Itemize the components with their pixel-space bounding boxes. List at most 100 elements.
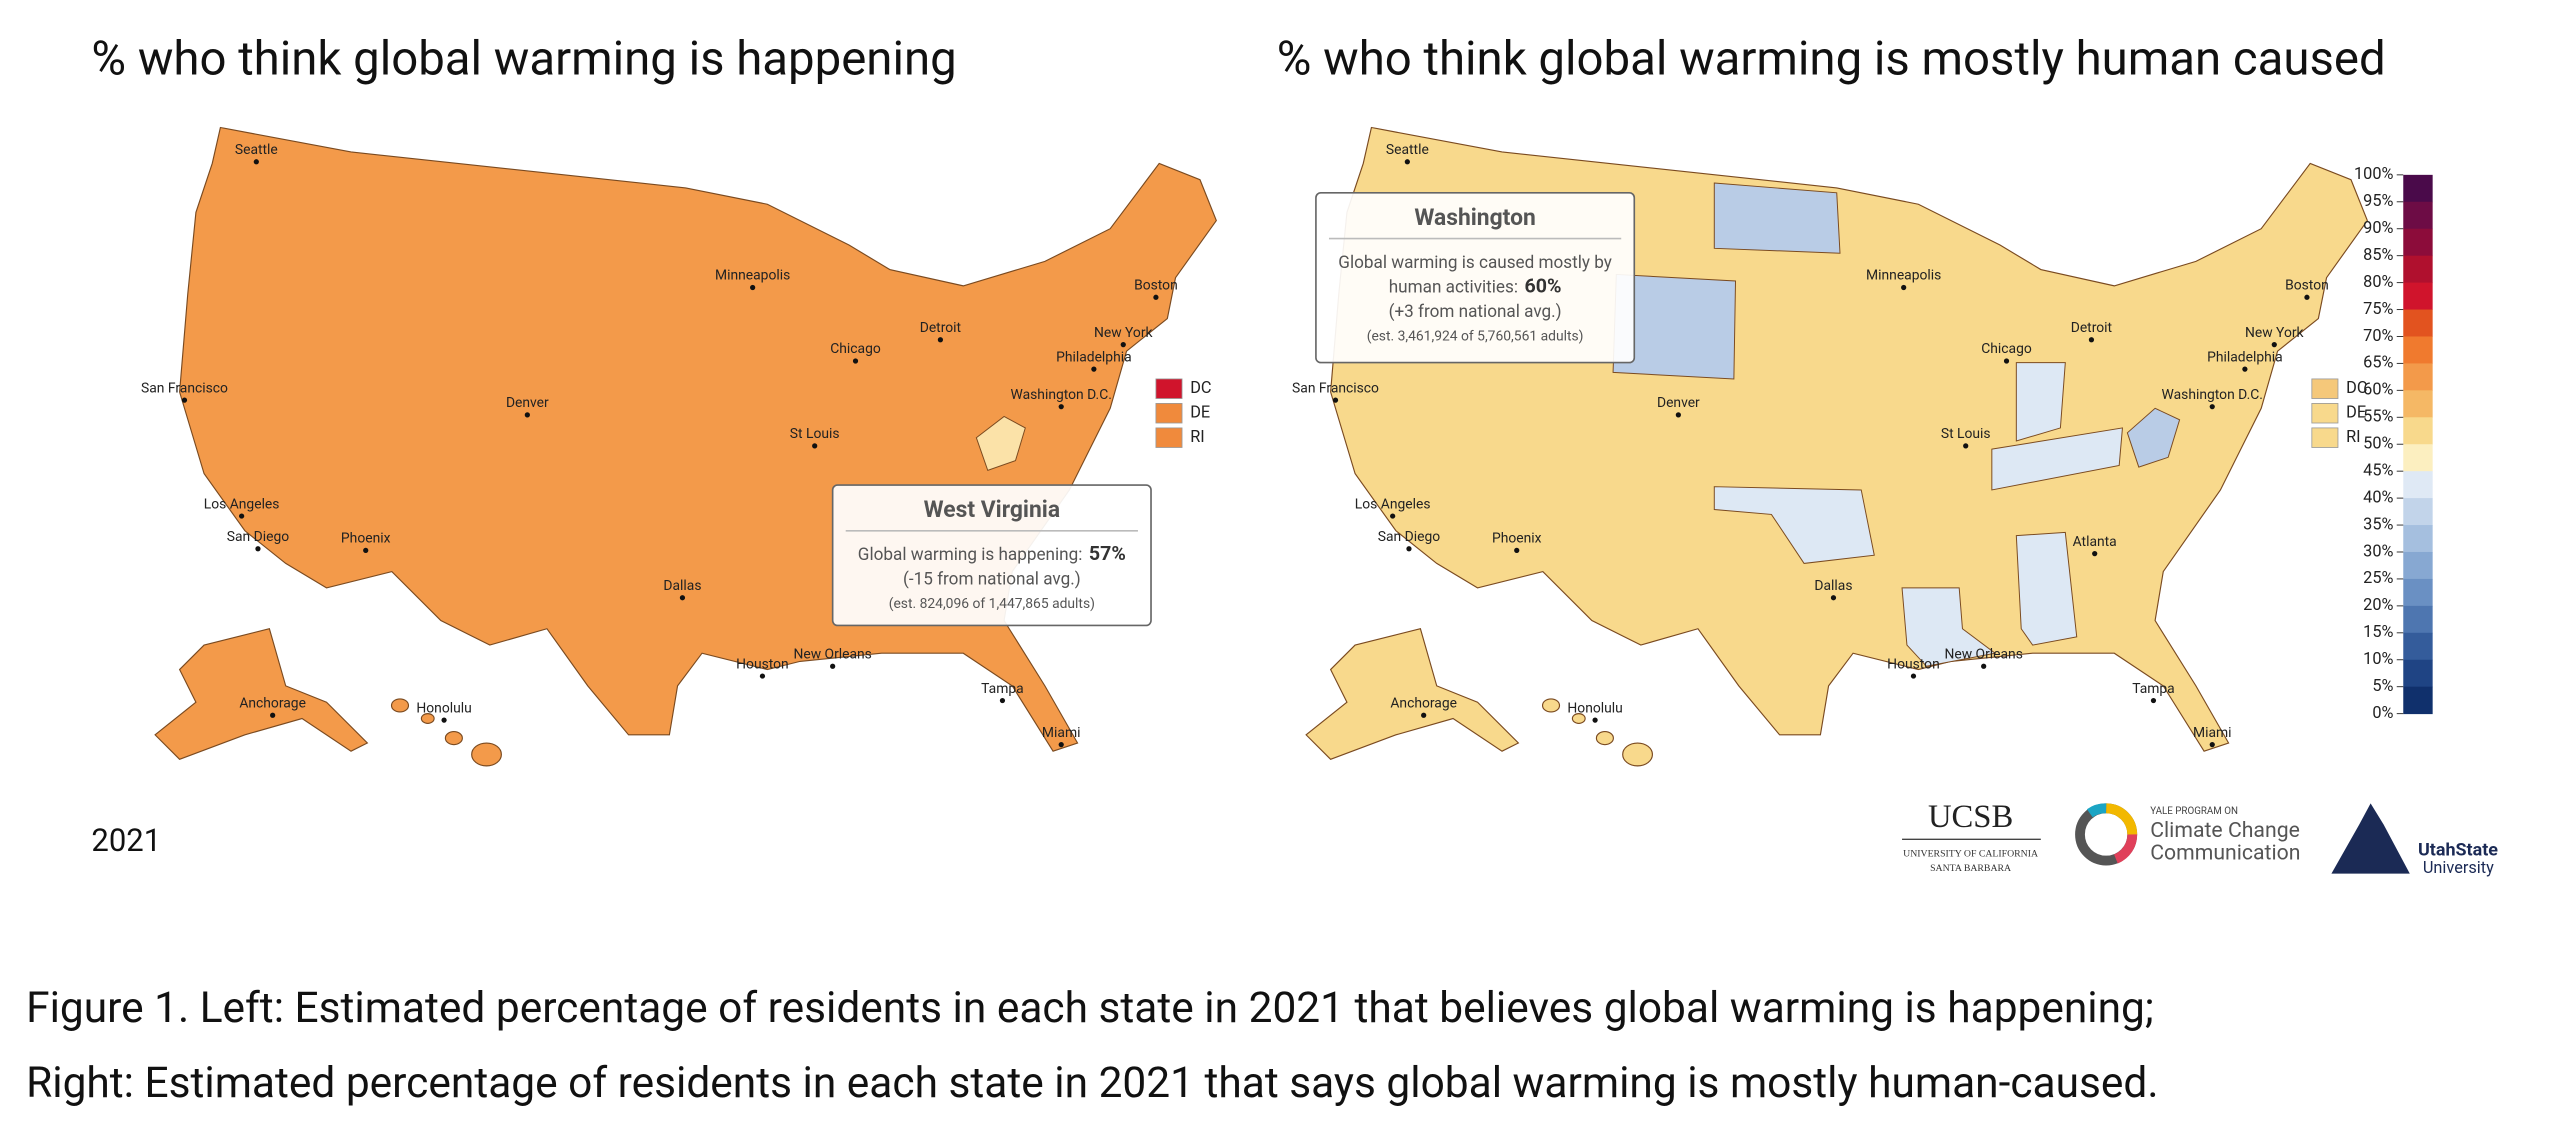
tooltip: [831, 484, 1152, 627]
state-patch: [2015, 531, 2078, 646]
tooltip-text: Global warming is happening:: [858, 545, 1083, 565]
tooltip-title: Washington: [1414, 204, 1535, 231]
city-dot: [1981, 663, 1987, 669]
city-dot: [830, 663, 836, 669]
us-shape: [154, 126, 1218, 767]
state-patches: [1612, 182, 2181, 468]
scale-label: 15%: [2363, 622, 2393, 641]
scale-segment: [2403, 174, 2433, 203]
scale-label: 50%: [2363, 434, 2393, 453]
state-patch: [1901, 587, 1997, 667]
scale-segment: [2403, 444, 2433, 472]
scale-segment: [2403, 498, 2433, 526]
city-label: Dallas: [1814, 578, 1852, 594]
hawaii: [420, 713, 435, 724]
tooltip-line: Global warming is caused mostly by: [1338, 253, 1612, 273]
city-dot: [2003, 358, 2010, 364]
tooltip-line: (est. 824,096 of 1,447,865 adults): [889, 596, 1095, 612]
city-dot: [181, 397, 188, 403]
city-label: Miami: [2193, 725, 2232, 741]
city-label: Phoenix: [1492, 531, 1542, 547]
tooltip-text: human activities:: [1389, 277, 1518, 297]
city-label: Minneapolis: [1866, 268, 1941, 284]
small-state-label: RI: [2346, 427, 2360, 446]
city-label: St Louis: [790, 426, 840, 442]
scale-label: 35%: [2363, 514, 2393, 533]
city-label: Chicago: [1981, 341, 2032, 357]
city-label: Philadelphia: [1056, 349, 1132, 365]
state-patches: [1713, 362, 2123, 667]
city-dot: [239, 513, 245, 519]
scale-label: 20%: [2363, 595, 2393, 614]
scale-label: 5%: [2372, 676, 2393, 695]
city-dot: [2209, 404, 2215, 410]
city-dot: [1406, 546, 1412, 552]
state-patch: [1991, 427, 2123, 491]
logo-usu: UtahState: [2418, 839, 2498, 860]
logo-ucsb: UCSB: [1928, 799, 2013, 835]
city-label: Dallas: [663, 578, 701, 594]
city-dot: [1404, 159, 1410, 165]
hawaii: [1541, 698, 1561, 713]
tooltip-value: 57%: [1089, 542, 1126, 565]
city-dot: [937, 337, 944, 343]
city-dot: [1390, 513, 1396, 519]
scale-segment: [2403, 255, 2433, 284]
city-dot: [1910, 673, 1917, 679]
city-label: Washington D.C.: [1011, 387, 1112, 403]
logo-yale: YALE PROGRAM ON: [2150, 806, 2238, 817]
scale-segment: [2403, 228, 2433, 257]
city-label: Anchorage: [1390, 695, 1457, 711]
small-state-label: DC: [1190, 378, 1211, 397]
tooltip-text: (est. 824,096 of 1,447,865 adults): [889, 596, 1095, 612]
city-label: Detroit: [2071, 320, 2113, 336]
scale-segment: [2403, 309, 2433, 337]
map-title: % who think global warming is mostly hum…: [1277, 31, 2386, 87]
city-label: Minneapolis: [715, 268, 790, 284]
city-label: Seattle: [1386, 142, 1429, 158]
scale-label: 25%: [2363, 568, 2393, 587]
scale-segment: [2403, 605, 2433, 634]
city-label: Washington D.C.: [2162, 387, 2263, 403]
city-label: Los Angeles: [204, 496, 280, 512]
scale-segment: [2403, 417, 2433, 445]
city-dot: [1963, 443, 1969, 449]
scale-label: 30%: [2363, 541, 2393, 560]
hawaii: [444, 731, 463, 746]
city-dot: [1058, 404, 1064, 410]
scale-label: 80%: [2363, 272, 2393, 291]
scale-segment: [2403, 659, 2433, 688]
hawaii: [1571, 713, 1586, 724]
city-label: Philadelphia: [2207, 349, 2283, 365]
small-state-label: DE: [1190, 403, 1210, 422]
city-label: Atlanta: [2073, 534, 2117, 550]
city-dot: [255, 546, 261, 552]
tooltip-title: West Virginia: [924, 496, 1060, 523]
city-dot: [2304, 294, 2310, 300]
state-patch: [2015, 362, 2066, 442]
city-label: New York: [1094, 325, 1154, 341]
logo-yale-icon: [2086, 803, 2107, 818]
tooltip: [1315, 191, 1636, 364]
scale-segment: [2403, 551, 2433, 580]
city-label: San Diego: [1378, 529, 1440, 545]
us-shape: [1305, 126, 2369, 767]
city-label: Tampa: [981, 681, 1024, 697]
small-state-swatch: [2311, 378, 2339, 399]
city-label: Phoenix: [341, 531, 391, 547]
scale-label: 65%: [2363, 353, 2393, 372]
city-label: Boston: [1134, 278, 1178, 294]
city-label: San Francisco: [1292, 380, 1379, 396]
city-dot: [524, 412, 530, 418]
state-patch: [975, 415, 1026, 471]
small-state-swatch: [2311, 403, 2339, 424]
logos: UCSB UNIVERSITY OF CALIFORNIA SANTA BARB…: [1902, 799, 2498, 877]
city-label: Boston: [2285, 278, 2329, 294]
city-label: San Diego: [227, 529, 289, 545]
scale-segment: [2403, 282, 2433, 311]
city-dot: [2242, 366, 2248, 372]
tooltip-value: 60%: [1525, 275, 1562, 298]
city-label: Houston: [736, 656, 789, 672]
small-state-swatch: [1155, 403, 1183, 424]
city-label: Los Angeles: [1355, 496, 1431, 512]
